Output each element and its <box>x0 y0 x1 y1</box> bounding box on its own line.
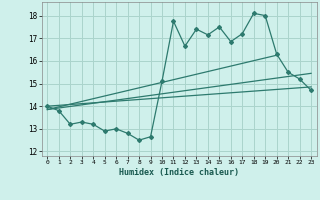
X-axis label: Humidex (Indice chaleur): Humidex (Indice chaleur) <box>119 168 239 177</box>
